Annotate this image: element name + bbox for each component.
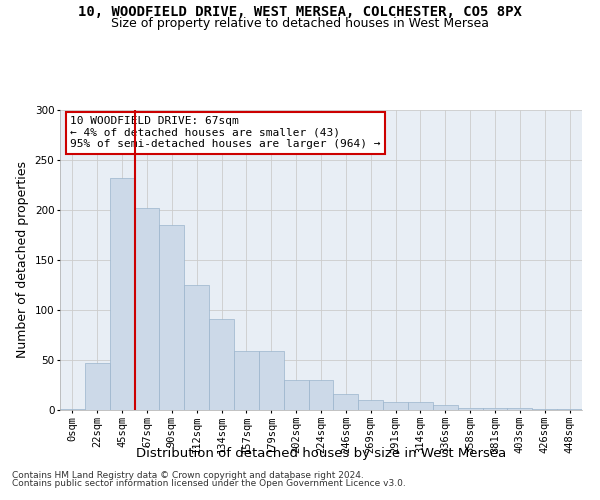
Text: Size of property relative to detached houses in West Mersea: Size of property relative to detached ho… [111, 18, 489, 30]
Text: Contains public sector information licensed under the Open Government Licence v3: Contains public sector information licen… [12, 478, 406, 488]
Bar [532, 409, 557, 410]
Text: Contains HM Land Registry data © Crown copyright and database right 2024.: Contains HM Land Registry data © Crown c… [12, 471, 364, 480]
Bar [508, 408, 532, 410]
Bar [259, 351, 284, 410]
Bar [85, 363, 110, 410]
Text: Distribution of detached houses by size in West Mersea: Distribution of detached houses by size … [136, 448, 506, 460]
Bar [458, 408, 482, 410]
Bar [234, 351, 259, 410]
Bar [383, 402, 408, 410]
Text: 10, WOODFIELD DRIVE, WEST MERSEA, COLCHESTER, CO5 8PX: 10, WOODFIELD DRIVE, WEST MERSEA, COLCHE… [78, 5, 522, 19]
Bar [110, 178, 134, 410]
Bar [308, 380, 334, 410]
Y-axis label: Number of detached properties: Number of detached properties [16, 162, 29, 358]
Bar [433, 405, 458, 410]
Text: 10 WOODFIELD DRIVE: 67sqm
← 4% of detached houses are smaller (43)
95% of semi-d: 10 WOODFIELD DRIVE: 67sqm ← 4% of detach… [70, 116, 381, 149]
Bar [408, 402, 433, 410]
Bar [284, 380, 308, 410]
Bar [60, 409, 85, 410]
Bar [334, 394, 358, 410]
Bar [482, 408, 508, 410]
Bar [184, 285, 209, 410]
Bar [557, 409, 582, 410]
Bar [209, 319, 234, 410]
Bar [160, 225, 184, 410]
Bar [358, 400, 383, 410]
Bar [134, 208, 160, 410]
